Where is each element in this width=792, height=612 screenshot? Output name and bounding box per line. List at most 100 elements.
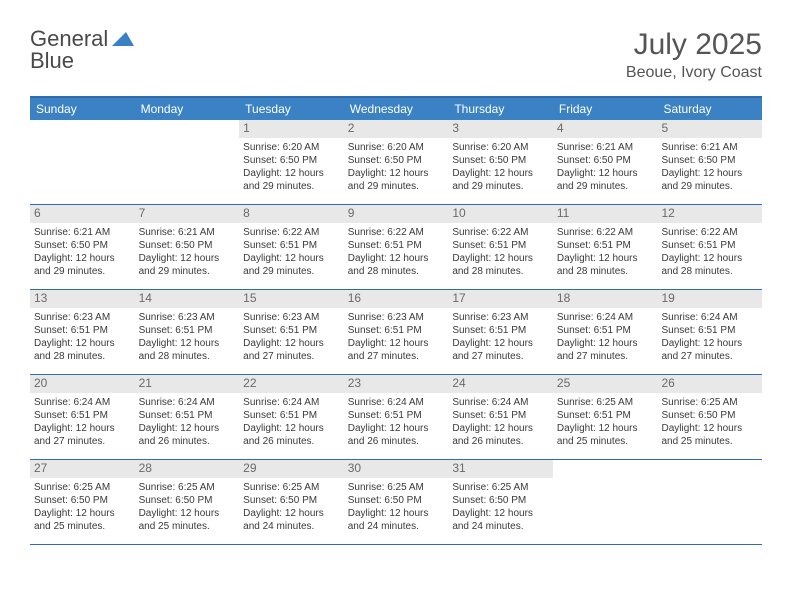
daylight-line: Daylight: 12 hours and 24 minutes. xyxy=(452,507,549,533)
day-number: 27 xyxy=(30,460,135,478)
sunset-line: Sunset: 6:50 PM xyxy=(348,154,445,167)
day-number: 15 xyxy=(239,290,344,308)
daylight-line: Daylight: 12 hours and 28 minutes. xyxy=(348,252,445,278)
sunset-line: Sunset: 6:51 PM xyxy=(452,324,549,337)
sunset-line: Sunset: 6:51 PM xyxy=(557,324,654,337)
location-label: Beoue, Ivory Coast xyxy=(626,64,762,82)
day-number: 8 xyxy=(239,205,344,223)
sunrise-line: Sunrise: 6:20 AM xyxy=(243,141,340,154)
sunset-line: Sunset: 6:51 PM xyxy=(557,239,654,252)
day-cell: 19Sunrise: 6:24 AMSunset: 6:51 PMDayligh… xyxy=(657,290,762,374)
daylight-line: Daylight: 12 hours and 25 minutes. xyxy=(557,422,654,448)
day-cell: 22 Sunrise: 6:24 AMSunset: 6:51 PMDayligh… xyxy=(239,375,344,459)
day-cell: 31Sunrise: 6:25 AMSunset: 6:50 PMDayligh… xyxy=(448,460,553,544)
sunrise-line: Sunrise: 6:22 AM xyxy=(557,226,654,239)
daylight-line: Daylight: 12 hours and 29 minutes. xyxy=(661,167,758,193)
day-number: 21 xyxy=(135,375,240,393)
daylight-line: Daylight: 12 hours and 29 minutes. xyxy=(452,167,549,193)
daylight-line: Daylight: 12 hours and 24 minutes. xyxy=(243,507,340,533)
day-cell: 3 Sunrise: 6:20 AMSunset: 6:50 PMDaylight… xyxy=(448,120,553,204)
day-number: 18 xyxy=(553,290,658,308)
weekday-header: Wednesday xyxy=(344,98,449,120)
day-cell: 8Sunrise: 6:22 AMSunset: 6:51 PMDaylight… xyxy=(239,205,344,289)
day-cell: 11Sunrise: 6:22 AMSunset: 6:51 PMDayligh… xyxy=(553,205,658,289)
day-cell: 15Sunrise: 6:23 AMSunset: 6:51 PMDayligh… xyxy=(239,290,344,374)
day-number: 28 xyxy=(135,460,240,478)
daylight-line: Daylight: 12 hours and 29 minutes. xyxy=(243,252,340,278)
sunrise-line: Sunrise: 6:25 AM xyxy=(452,481,549,494)
day-number: 7 xyxy=(135,205,240,223)
sunset-line: Sunset: 6:50 PM xyxy=(452,494,549,507)
day-number: 9 xyxy=(344,205,449,223)
sunset-line: Sunset: 6:50 PM xyxy=(34,239,131,252)
sunrise-line: Sunrise: 6:24 AM xyxy=(557,311,654,324)
day-cell: 16Sunrise: 6:23 AMSunset: 6:51 PMDayligh… xyxy=(344,290,449,374)
sunrise-line: Sunrise: 6:22 AM xyxy=(348,226,445,239)
sunset-line: Sunset: 6:51 PM xyxy=(452,239,549,252)
daylight-line: Daylight: 12 hours and 25 minutes. xyxy=(661,422,758,448)
sunrise-line: Sunrise: 6:25 AM xyxy=(661,396,758,409)
day-number: 29 xyxy=(239,460,344,478)
day-cell: 4Sunrise: 6:21 AMSunset: 6:50 PMDaylight… xyxy=(553,120,658,204)
day-cell: 14Sunrise: 6:23 AMSunset: 6:51 PMDayligh… xyxy=(135,290,240,374)
daylight-line: Daylight: 12 hours and 26 minutes. xyxy=(243,422,340,448)
daylight-line: Daylight: 12 hours and 26 minutes. xyxy=(139,422,236,448)
sunset-line: Sunset: 6:51 PM xyxy=(243,409,340,422)
daylight-line: Daylight: 12 hours and 29 minutes. xyxy=(348,167,445,193)
daylight-line: Daylight: 12 hours and 27 minutes. xyxy=(34,422,131,448)
sunset-line: Sunset: 6:50 PM xyxy=(452,154,549,167)
weeks-container: ..1Sunrise: 6:20 AMSunset: 6:50 PMDaylig… xyxy=(30,120,762,545)
sunset-line: Sunset: 6:50 PM xyxy=(243,154,340,167)
daylight-line: Daylight: 12 hours and 29 minutes. xyxy=(557,167,654,193)
daylight-line: Daylight: 12 hours and 28 minutes. xyxy=(34,337,131,363)
sunrise-line: Sunrise: 6:25 AM xyxy=(139,481,236,494)
day-cell: 7Sunrise: 6:21 AMSunset: 6:50 PMDaylight… xyxy=(135,205,240,289)
sunrise-line: Sunrise: 6:22 AM xyxy=(243,226,340,239)
day-number: 19 xyxy=(657,290,762,308)
day-number: 16 xyxy=(344,290,449,308)
sunrise-line: Sunrise: 6:24 AM xyxy=(139,396,236,409)
sunset-line: Sunset: 6:51 PM xyxy=(139,409,236,422)
day-cell: 20Sunrise: 6:24 AMSunset: 6:51 PMDayligh… xyxy=(30,375,135,459)
sunrise-line: Sunrise: 6:22 AM xyxy=(452,226,549,239)
sunrise-line: Sunrise: 6:23 AM xyxy=(243,311,340,324)
day-number: 22 xyxy=(239,375,344,393)
weekday-header: Friday xyxy=(553,98,658,120)
day-cell: 26Sunrise: 6:25 AMSunset: 6:50 PMDayligh… xyxy=(657,375,762,459)
weekday-header: Sunday xyxy=(30,98,135,120)
day-number: 17 xyxy=(448,290,553,308)
day-number: 13 xyxy=(30,290,135,308)
day-number: 14 xyxy=(135,290,240,308)
sunset-line: Sunset: 6:51 PM xyxy=(34,324,131,337)
sunset-line: Sunset: 6:51 PM xyxy=(557,409,654,422)
sunrise-line: Sunrise: 6:22 AM xyxy=(661,226,758,239)
daylight-line: Daylight: 12 hours and 27 minutes. xyxy=(557,337,654,363)
sunset-line: Sunset: 6:51 PM xyxy=(348,239,445,252)
title-block: July 2025 Beoue, Ivory Coast xyxy=(626,28,762,82)
sunrise-line: Sunrise: 6:24 AM xyxy=(243,396,340,409)
day-cell: 28Sunrise: 6:25 AMSunset: 6:50 PMDayligh… xyxy=(135,460,240,544)
day-number: 1 xyxy=(239,120,344,138)
day-number: 23 xyxy=(344,375,449,393)
week-row: 20Sunrise: 6:24 AMSunset: 6:51 PMDayligh… xyxy=(30,375,762,460)
sunset-line: Sunset: 6:51 PM xyxy=(34,409,131,422)
day-number: 3 xyxy=(448,120,553,138)
sunrise-line: Sunrise: 6:23 AM xyxy=(452,311,549,324)
daylight-line: Daylight: 12 hours and 26 minutes. xyxy=(348,422,445,448)
week-row: 27Sunrise: 6:25 AMSunset: 6:50 PMDayligh… xyxy=(30,460,762,545)
daylight-line: Daylight: 12 hours and 28 minutes. xyxy=(139,337,236,363)
day-cell: 13Sunrise: 6:23 AMSunset: 6:51 PMDayligh… xyxy=(30,290,135,374)
day-cell: . xyxy=(135,120,240,204)
page-header: General Blue July 2025 Beoue, Ivory Coas… xyxy=(30,28,762,82)
sunrise-line: Sunrise: 6:20 AM xyxy=(452,141,549,154)
week-row: 13Sunrise: 6:23 AMSunset: 6:51 PMDayligh… xyxy=(30,290,762,375)
day-number: 20 xyxy=(30,375,135,393)
daylight-line: Daylight: 12 hours and 25 minutes. xyxy=(139,507,236,533)
day-cell: 27Sunrise: 6:25 AMSunset: 6:50 PMDayligh… xyxy=(30,460,135,544)
weekday-header: Thursday xyxy=(448,98,553,120)
weekday-header: Saturday xyxy=(657,98,762,120)
day-cell: 21 Sunrise: 6:24 AMSunset: 6:51 PMDayligh… xyxy=(135,375,240,459)
daylight-line: Daylight: 12 hours and 25 minutes. xyxy=(34,507,131,533)
day-cell: 23Sunrise: 6:24 AMSunset: 6:51 PMDayligh… xyxy=(344,375,449,459)
sunrise-line: Sunrise: 6:25 AM xyxy=(348,481,445,494)
